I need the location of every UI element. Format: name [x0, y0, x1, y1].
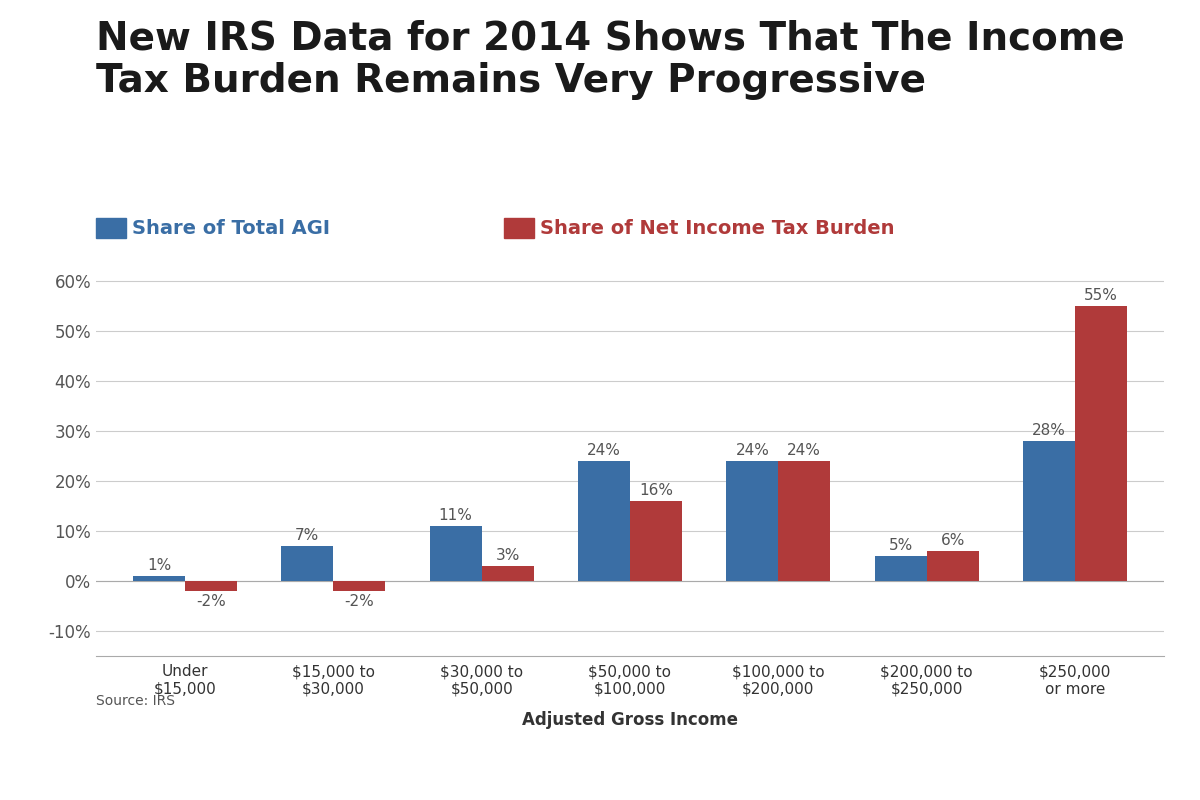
Text: 3%: 3% — [496, 548, 520, 563]
Text: 7%: 7% — [295, 528, 319, 543]
Text: 55%: 55% — [1084, 288, 1118, 303]
Bar — [726, 461, 779, 581]
Bar — [875, 556, 926, 581]
Bar — [133, 576, 185, 581]
Text: 11%: 11% — [439, 508, 473, 523]
Bar — [185, 581, 236, 591]
Bar — [334, 581, 385, 591]
Text: 1%: 1% — [146, 558, 172, 573]
Text: 6%: 6% — [941, 533, 965, 548]
Text: Share of Net Income Tax Burden: Share of Net Income Tax Burden — [540, 218, 894, 238]
Text: TAX FOUNDATION: TAX FOUNDATION — [30, 757, 223, 775]
Bar — [630, 501, 682, 581]
Text: @TaxFoundation: @TaxFoundation — [1022, 757, 1170, 775]
Text: New IRS Data for 2014 Shows That The Income
Tax Burden Remains Very Progressive: New IRS Data for 2014 Shows That The Inc… — [96, 20, 1124, 101]
Text: 24%: 24% — [736, 443, 769, 458]
Bar — [578, 461, 630, 581]
Bar — [1075, 306, 1127, 581]
Text: Source: IRS: Source: IRS — [96, 694, 175, 708]
Bar — [926, 551, 978, 581]
Text: 24%: 24% — [587, 443, 620, 458]
Text: 24%: 24% — [787, 443, 821, 458]
Bar — [481, 566, 534, 581]
Bar — [282, 546, 334, 581]
Text: 28%: 28% — [1032, 423, 1066, 438]
Text: 5%: 5% — [888, 538, 913, 553]
Text: -2%: -2% — [344, 594, 374, 609]
Bar — [1024, 441, 1075, 581]
Text: Share of Total AGI: Share of Total AGI — [132, 218, 330, 238]
Text: 16%: 16% — [638, 483, 673, 498]
Bar — [779, 461, 830, 581]
X-axis label: Adjusted Gross Income: Adjusted Gross Income — [522, 710, 738, 729]
Text: -2%: -2% — [196, 594, 226, 609]
Bar — [430, 526, 481, 581]
